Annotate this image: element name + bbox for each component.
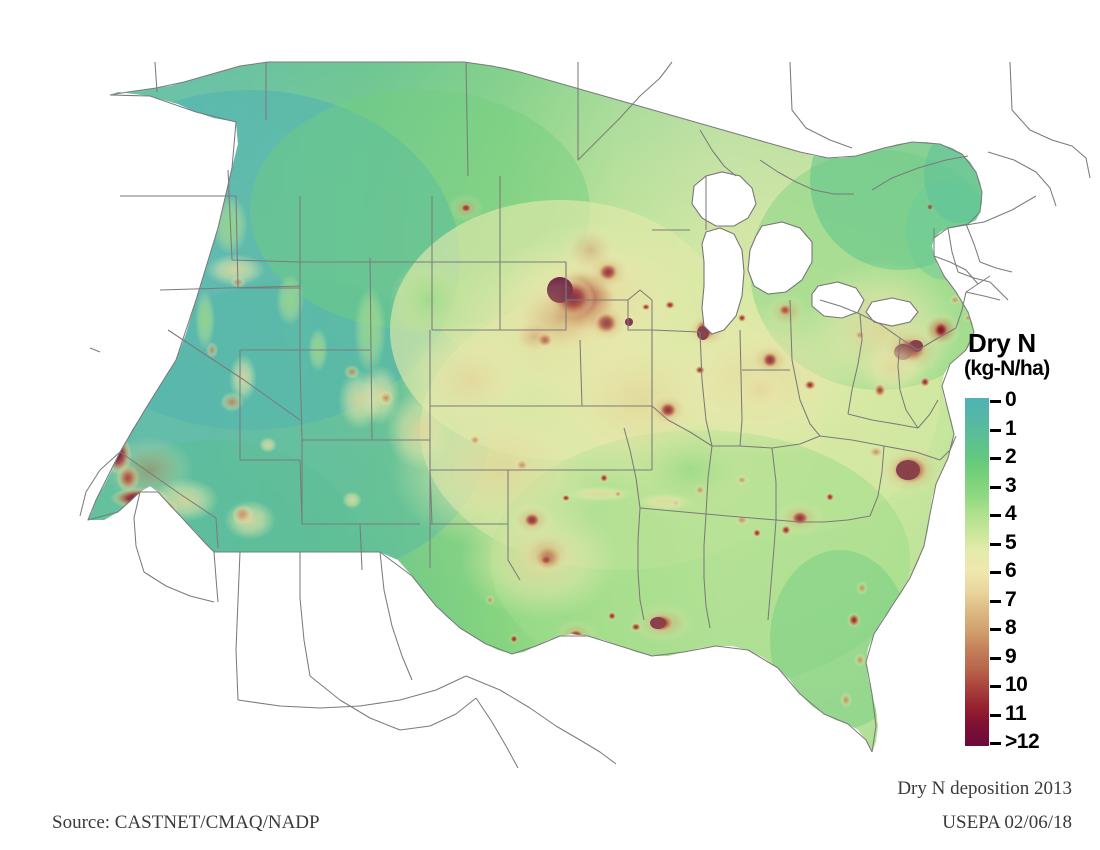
- colorbar-tick: [990, 400, 1001, 403]
- colorbar-tick: [990, 657, 1001, 660]
- colorbar-tick-label: 10: [1005, 673, 1028, 696]
- colorbar-tick: [990, 600, 1001, 603]
- political-boundaries: [79, 61, 1091, 769]
- colorbar-tick-label: 2: [1005, 445, 1017, 468]
- colorbar-tick-label: 1: [1005, 417, 1017, 440]
- colorbar-tick-label: 11: [1005, 702, 1027, 725]
- colorbar-tick: [990, 714, 1001, 717]
- colorbar-tick-label: 7: [1005, 588, 1017, 611]
- colorbar-tick-label: 5: [1005, 531, 1017, 554]
- colorbar: [965, 398, 989, 746]
- colorbar-tick: [990, 486, 1001, 489]
- colorbar-tick: [990, 514, 1001, 517]
- colorbar-tick: [990, 457, 1001, 460]
- legend-units: (kg-N/ha): [964, 357, 1050, 380]
- colorbar-tick: [990, 742, 1001, 745]
- figure-title-caption: Dry N deposition 2013: [897, 778, 1072, 799]
- colorbar-tick-label: 0: [1005, 388, 1017, 411]
- colorbar-tick: [990, 685, 1001, 688]
- colorbar-wrap: 0 1 2 3 4 5 6 7 8 9 10 11 >12: [965, 388, 1091, 753]
- colorbar-tick-label: 4: [1005, 502, 1017, 525]
- source-caption: Source: CASTNET/CMAQ/NADP: [52, 812, 320, 833]
- colorbar-tick-label: 8: [1005, 616, 1017, 639]
- legend-title: Dry N: [968, 328, 1036, 358]
- colorbar-tick: [990, 571, 1001, 574]
- colorbar-tick: [990, 628, 1001, 631]
- colorbar-tick-label: 3: [1005, 474, 1017, 497]
- colorbar-tick-label: 6: [1005, 559, 1017, 582]
- colorbar-tick-label: >12: [1005, 730, 1040, 753]
- colorbar-tick: [990, 429, 1001, 432]
- great-lakes: [691, 171, 919, 335]
- agency-caption: USEPA 02/06/18: [942, 812, 1072, 833]
- colorbar-tick: [990, 543, 1001, 546]
- legend: Dry N (kg-N/ha) 0 1 2 3 4 5 6 7 8 9 10 11 >12: [962, 330, 1092, 755]
- colorbar-tick-label: 9: [1005, 645, 1017, 668]
